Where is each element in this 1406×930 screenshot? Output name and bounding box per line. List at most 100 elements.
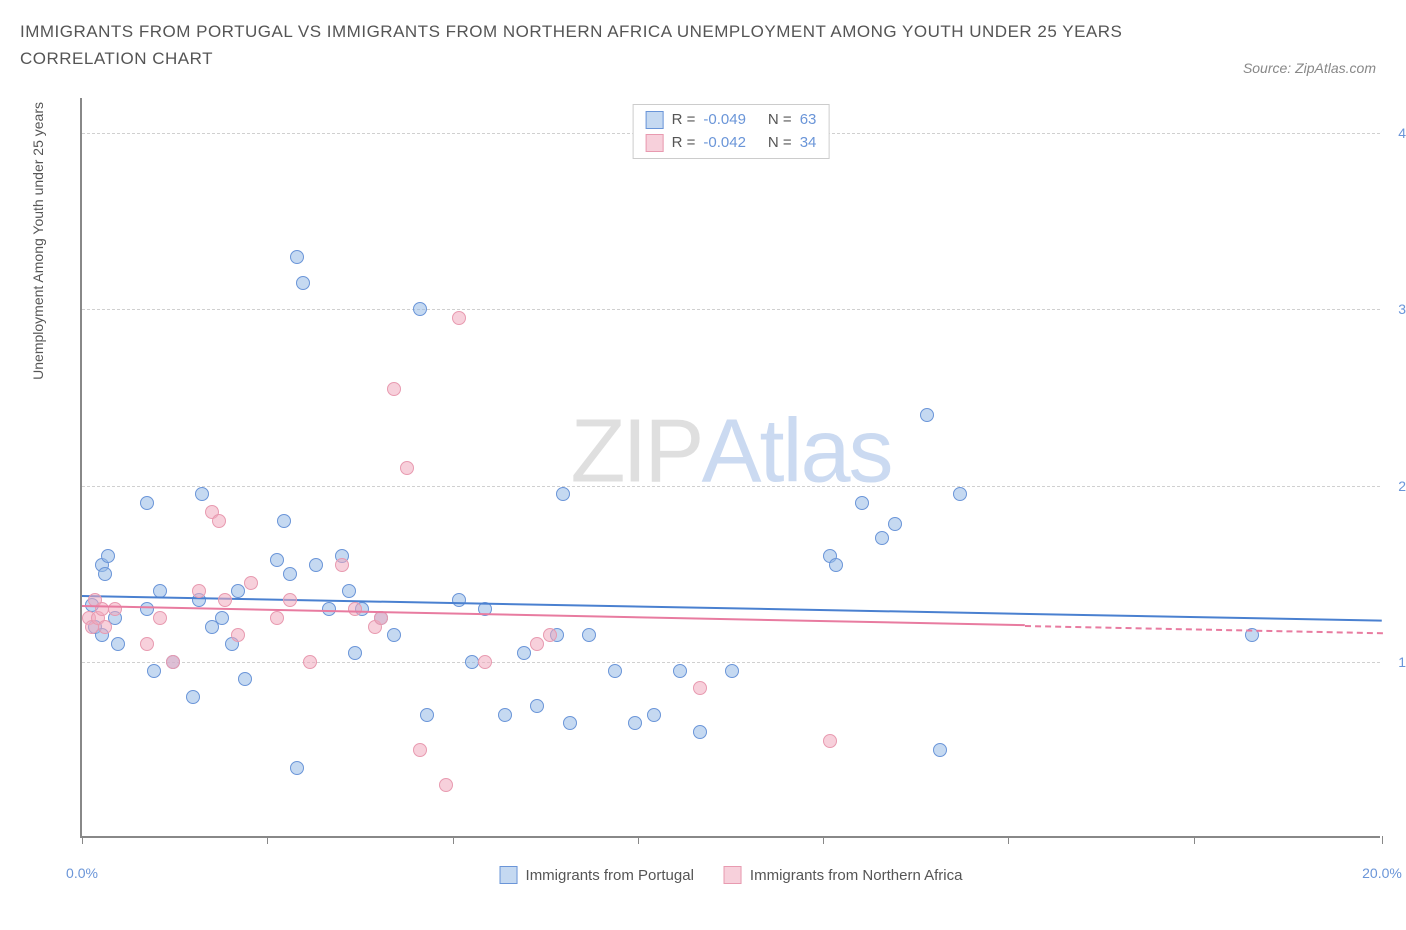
scatter-point bbox=[212, 514, 226, 528]
x-tick-label: 0.0% bbox=[66, 865, 98, 881]
scatter-point bbox=[563, 716, 577, 730]
scatter-point bbox=[108, 602, 122, 616]
scatter-point bbox=[98, 567, 112, 581]
n-value-2: 34 bbox=[800, 132, 817, 155]
scatter-point bbox=[875, 531, 889, 545]
scatter-point bbox=[933, 743, 947, 757]
x-tick bbox=[453, 836, 454, 844]
scatter-point bbox=[153, 611, 167, 625]
scatter-point bbox=[290, 250, 304, 264]
watermark-zip: ZIP bbox=[570, 402, 701, 502]
legend-label-2: Immigrants from Northern Africa bbox=[750, 867, 963, 884]
scatter-point bbox=[348, 602, 362, 616]
x-tick-label: 20.0% bbox=[1362, 865, 1402, 881]
scatter-point bbox=[111, 637, 125, 651]
watermark-atlas: Atlas bbox=[701, 402, 891, 502]
scatter-point bbox=[195, 487, 209, 501]
swatch-series-2 bbox=[646, 134, 664, 152]
scatter-point bbox=[270, 553, 284, 567]
scatter-point bbox=[231, 584, 245, 598]
scatter-point bbox=[147, 664, 161, 678]
title-line-2: CORRELATION CHART bbox=[20, 45, 1386, 72]
y-tick-label: 30.0% bbox=[1398, 301, 1406, 317]
x-tick bbox=[82, 836, 83, 844]
scatter-point bbox=[608, 664, 622, 678]
x-tick bbox=[1194, 836, 1195, 844]
scatter-point bbox=[101, 549, 115, 563]
scatter-point bbox=[387, 382, 401, 396]
scatter-point bbox=[400, 461, 414, 475]
scatter-point bbox=[920, 408, 934, 422]
scatter-point bbox=[829, 558, 843, 572]
scatter-point bbox=[693, 725, 707, 739]
scatter-point bbox=[556, 487, 570, 501]
scatter-point bbox=[628, 716, 642, 730]
scatter-point bbox=[530, 699, 544, 713]
scatter-point bbox=[218, 593, 232, 607]
scatter-point bbox=[98, 620, 112, 634]
x-tick bbox=[1008, 836, 1009, 844]
scatter-point bbox=[140, 602, 154, 616]
stats-legend-row-2: R = -0.042 N = 34 bbox=[646, 132, 817, 155]
gridline-h bbox=[82, 486, 1380, 487]
scatter-point bbox=[309, 558, 323, 572]
series-legend: Immigrants from Portugal Immigrants from… bbox=[500, 866, 963, 884]
scatter-point bbox=[530, 637, 544, 651]
x-tick bbox=[1382, 836, 1383, 844]
legend-item-1: Immigrants from Portugal bbox=[500, 866, 694, 884]
y-tick-label: 20.0% bbox=[1398, 478, 1406, 494]
scatter-point bbox=[823, 734, 837, 748]
r-value-1: -0.049 bbox=[703, 109, 746, 132]
legend-item-2: Immigrants from Northern Africa bbox=[724, 866, 963, 884]
y-tick-label: 40.0% bbox=[1398, 125, 1406, 141]
scatter-point bbox=[517, 646, 531, 660]
scatter-point bbox=[335, 558, 349, 572]
stats-legend-row-1: R = -0.049 N = 63 bbox=[646, 109, 817, 132]
r-value-2: -0.042 bbox=[703, 132, 746, 155]
n-value-1: 63 bbox=[800, 109, 817, 132]
source-attribution: Source: ZipAtlas.com bbox=[1243, 60, 1376, 76]
scatter-point bbox=[439, 778, 453, 792]
scatter-point bbox=[888, 517, 902, 531]
scatter-point bbox=[231, 628, 245, 642]
scatter-point bbox=[478, 655, 492, 669]
scatter-point bbox=[192, 584, 206, 598]
x-tick bbox=[823, 836, 824, 844]
scatter-point bbox=[498, 708, 512, 722]
scatter-point bbox=[582, 628, 596, 642]
scatter-point bbox=[166, 655, 180, 669]
legend-label-1: Immigrants from Portugal bbox=[526, 867, 694, 884]
scatter-point bbox=[290, 761, 304, 775]
scatter-point bbox=[465, 655, 479, 669]
scatter-point bbox=[543, 628, 557, 642]
scatter-point bbox=[215, 611, 229, 625]
scatter-point bbox=[140, 496, 154, 510]
swatch-series-1-bottom bbox=[500, 866, 518, 884]
scatter-point bbox=[270, 611, 284, 625]
title-line-1: IMMIGRANTS FROM PORTUGAL VS IMMIGRANTS F… bbox=[20, 18, 1386, 45]
scatter-point bbox=[186, 690, 200, 704]
scatter-point bbox=[953, 487, 967, 501]
scatter-point bbox=[348, 646, 362, 660]
scatter-point bbox=[725, 664, 739, 678]
stats-legend: R = -0.049 N = 63 R = -0.042 N = 34 bbox=[633, 104, 830, 159]
scatter-point bbox=[342, 584, 356, 598]
scatter-point bbox=[283, 567, 297, 581]
scatter-point bbox=[647, 708, 661, 722]
scatter-point bbox=[413, 302, 427, 316]
scatter-point bbox=[140, 637, 154, 651]
n-label-2: N = bbox=[768, 132, 792, 155]
r-label-1: R = bbox=[672, 109, 696, 132]
scatter-point bbox=[283, 593, 297, 607]
x-tick bbox=[267, 836, 268, 844]
swatch-series-2-bottom bbox=[724, 866, 742, 884]
scatter-point bbox=[413, 743, 427, 757]
scatter-point bbox=[420, 708, 434, 722]
scatter-point bbox=[238, 672, 252, 686]
scatter-point bbox=[693, 681, 707, 695]
scatter-point bbox=[387, 628, 401, 642]
y-tick-label: 10.0% bbox=[1398, 654, 1406, 670]
gridline-h bbox=[82, 309, 1380, 310]
trend-line-extrapolated bbox=[1024, 625, 1382, 634]
watermark: ZIPAtlas bbox=[570, 401, 891, 504]
